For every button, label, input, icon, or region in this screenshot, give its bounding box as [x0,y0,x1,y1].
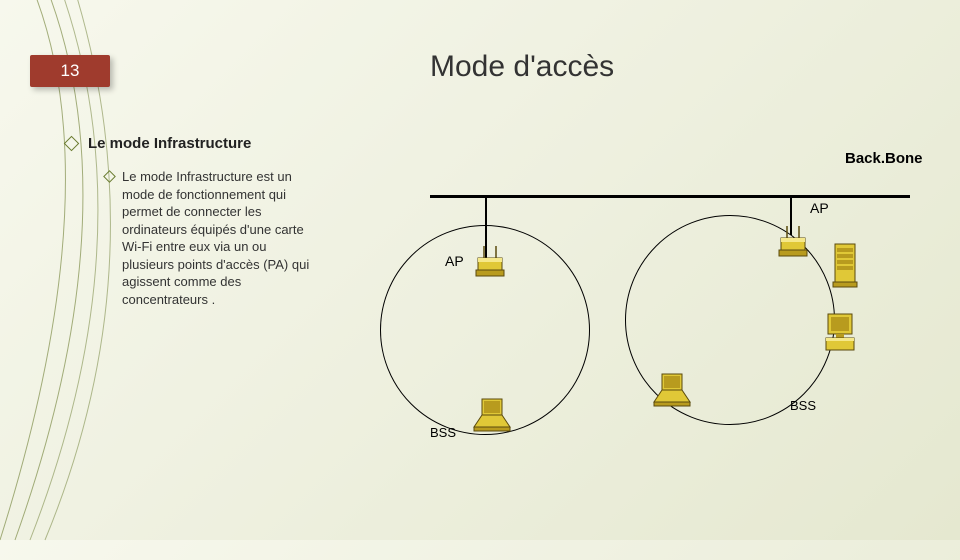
network-diagram: Back.Bone AP AP BSS BSS [370,140,930,460]
laptop-icon [470,395,510,435]
laptop-icon [650,370,690,410]
section-heading: Le mode Infrastructure [88,135,251,152]
diagram-label: BSS [430,425,456,440]
pc-icon [820,310,860,350]
diagram-label: AP [810,200,829,216]
diagram-label: Back.Bone [845,150,923,167]
diagram-label: AP [445,253,464,269]
server-icon [825,240,865,280]
body-paragraph: Le mode Infrastructure est un mode de fo… [122,168,317,308]
backbone-line [430,195,910,198]
slide-title: Mode d'accès [430,50,614,84]
ap-icon [773,220,813,260]
ap-icon [470,240,510,280]
page-number-badge: 13 [30,55,110,87]
diagram-label: BSS [790,398,816,413]
